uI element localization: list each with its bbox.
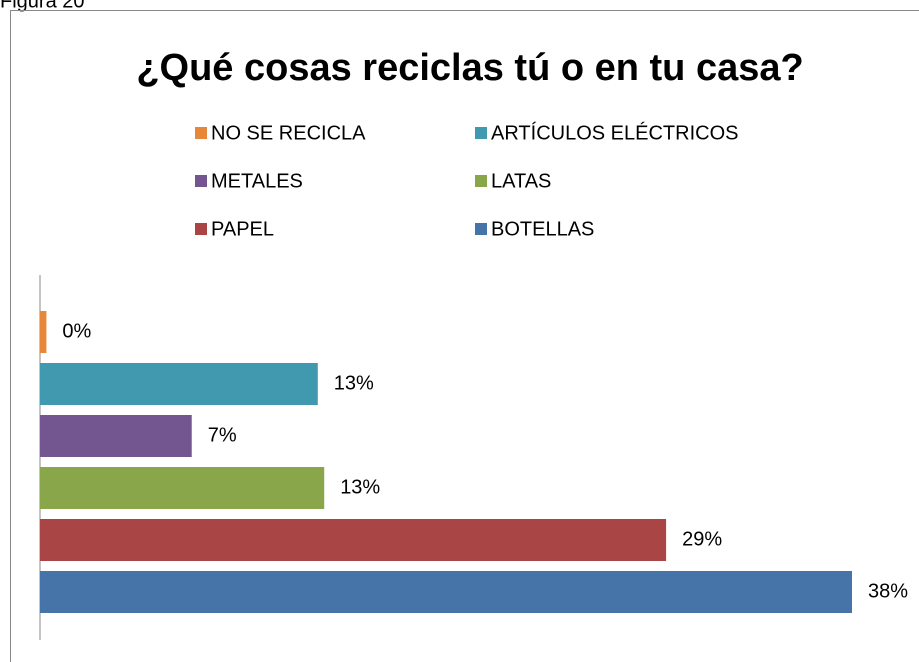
value-label: 13%	[340, 476, 380, 498]
bar	[40, 311, 47, 353]
value-label: 13%	[334, 372, 374, 394]
legend-swatch	[475, 127, 487, 139]
chart-title: ¿Qué cosas reciclas tú o en tu casa?	[136, 47, 803, 89]
legend-swatch	[195, 175, 207, 187]
bar	[40, 519, 667, 561]
value-label: 38%	[868, 580, 908, 602]
legend-label: BOTELLAS	[491, 218, 594, 240]
value-label: 7%	[208, 424, 237, 446]
legend-label: ARTÍCULOS ELÉCTRICOS	[491, 121, 738, 144]
bar	[40, 571, 852, 613]
legend-label: PAPEL	[211, 218, 274, 240]
chart-border	[10, 10, 919, 662]
figure-label: Figura 20	[0, 0, 85, 12]
legend-swatch	[195, 127, 207, 139]
bar	[40, 363, 318, 405]
bar	[40, 467, 325, 509]
legend-label: NO SE RECICLA	[211, 122, 366, 144]
value-label: 0%	[62, 320, 91, 342]
legend-label: METALES	[211, 170, 303, 192]
legend-swatch	[475, 175, 487, 187]
bar	[40, 415, 192, 457]
legend-swatch	[195, 223, 207, 235]
value-label: 29%	[682, 528, 722, 550]
legend-swatch	[475, 223, 487, 235]
legend-label: LATAS	[491, 170, 551, 192]
